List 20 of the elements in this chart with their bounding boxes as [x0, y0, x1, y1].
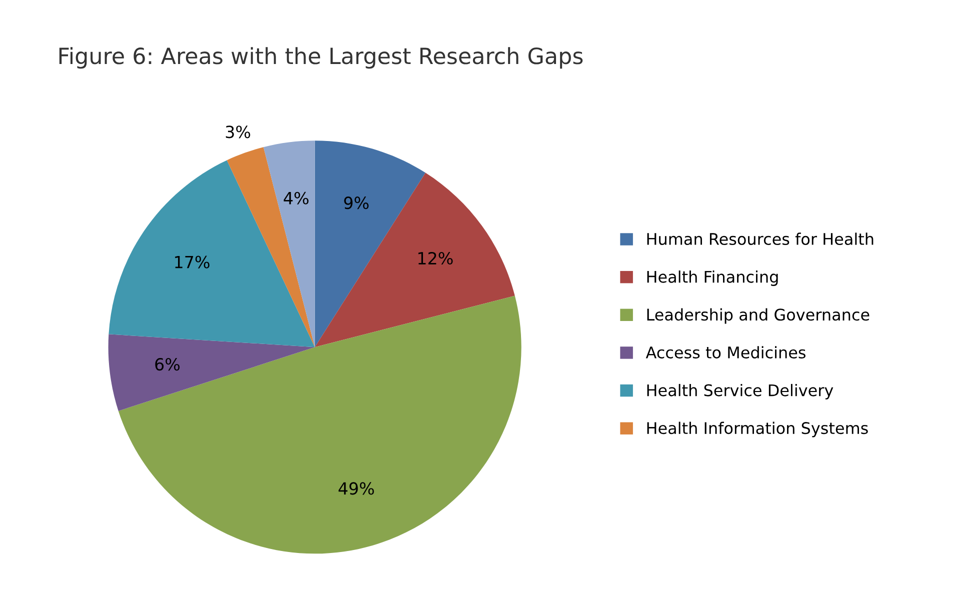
data-label: 4%	[284, 192, 308, 204]
pie-slice	[226, 147, 315, 348]
legend-label: Health Financing	[647, 270, 778, 286]
pie-slice	[118, 296, 522, 554]
data-label: 17%	[175, 256, 210, 268]
data-label: 6%	[155, 358, 180, 371]
pie-slice	[314, 172, 515, 348]
data-label: 3%	[226, 126, 250, 138]
legend-label: Leadership and Governance	[647, 308, 870, 324]
legend-label: Access to Medicines	[646, 346, 806, 358]
legend-label: Health Information Systems	[647, 422, 868, 438]
data-label: 12%	[418, 252, 453, 265]
pie-slice	[108, 160, 315, 348]
legend-label: Human Resources for Health	[647, 232, 874, 246]
chart-title: Figure 6: Areas with the Largest Research Gaps	[59, 47, 583, 69]
data-label: 49%	[338, 482, 374, 495]
pie-slice	[108, 334, 315, 411]
legend-label: Health Service Delivery	[647, 384, 834, 400]
data-label: 9%	[344, 196, 369, 210]
pie-slice	[263, 140, 315, 348]
